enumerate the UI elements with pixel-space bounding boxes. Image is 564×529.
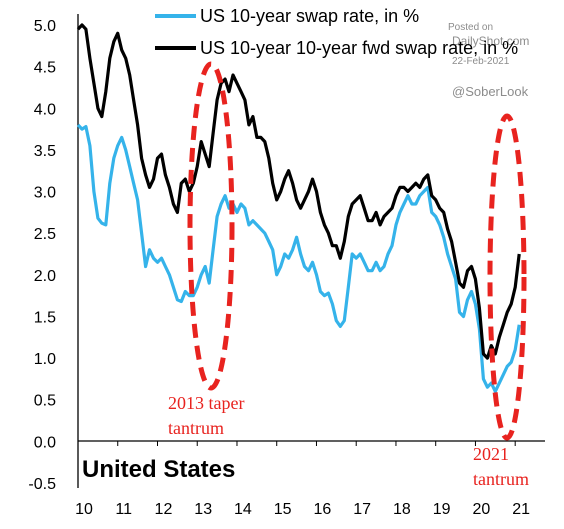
y-tick-label: 4.5 [34, 60, 56, 77]
x-tick-label: 13 [194, 501, 212, 518]
y-tick-label: 5.0 [34, 18, 56, 35]
watermark-date: 22-Feb-2021 [452, 56, 510, 67]
x-tick-label: 10 [75, 501, 93, 518]
y-tick-label: -0.5 [28, 476, 56, 493]
y-tick-label: 0.0 [34, 434, 56, 451]
series-line-swap-rate [76, 123, 521, 393]
tantrum-2021-ellipse [487, 113, 527, 441]
y-tick-label: 2.5 [34, 226, 56, 243]
y-tick-label: 2.0 [34, 268, 56, 285]
x-tick-label: 14 [234, 501, 252, 518]
y-tick-label: 0.5 [34, 393, 56, 410]
x-tick-label: 11 [115, 501, 132, 518]
x-tick-label: 19 [433, 501, 451, 518]
tantrum-2021-label-line2: tantrum [473, 469, 529, 489]
x-tick-label: 18 [393, 501, 411, 518]
series-line-fwd-swap-rate [76, 23, 521, 360]
watermark-handle: @SoberLook [452, 84, 529, 99]
x-tick-label: 20 [473, 501, 491, 518]
x-tick-label: 12 [155, 501, 173, 518]
taper-tantrum-ellipse [187, 61, 235, 391]
legend-label-fwd-swap-rate: US 10-year 10-year fwd swap rate, in % [200, 38, 518, 58]
watermark-posted-on: Posted on [448, 22, 493, 33]
y-tick-label: 1.0 [34, 351, 56, 368]
x-tick-label: 15 [274, 501, 292, 518]
taper-tantrum-label-line2: tantrum [168, 418, 224, 438]
tantrum-2021-label-line1: 2021 [473, 444, 509, 464]
region-label: United States [82, 456, 235, 483]
x-tick-label: 16 [314, 501, 332, 518]
taper-tantrum-label-line1: 2013 taper [168, 393, 244, 413]
watermark-site: DailyShot.com [452, 34, 529, 48]
legend-label-swap-rate: US 10-year swap rate, in % [200, 6, 419, 26]
y-tick-label: 3.5 [34, 143, 56, 160]
y-tick-label: 4.0 [34, 101, 56, 118]
x-tick-label: 17 [353, 501, 371, 518]
x-tick-label: 21 [512, 501, 530, 518]
y-tick-label: 1.5 [34, 309, 56, 326]
y-tick-label: 3.0 [34, 185, 56, 202]
